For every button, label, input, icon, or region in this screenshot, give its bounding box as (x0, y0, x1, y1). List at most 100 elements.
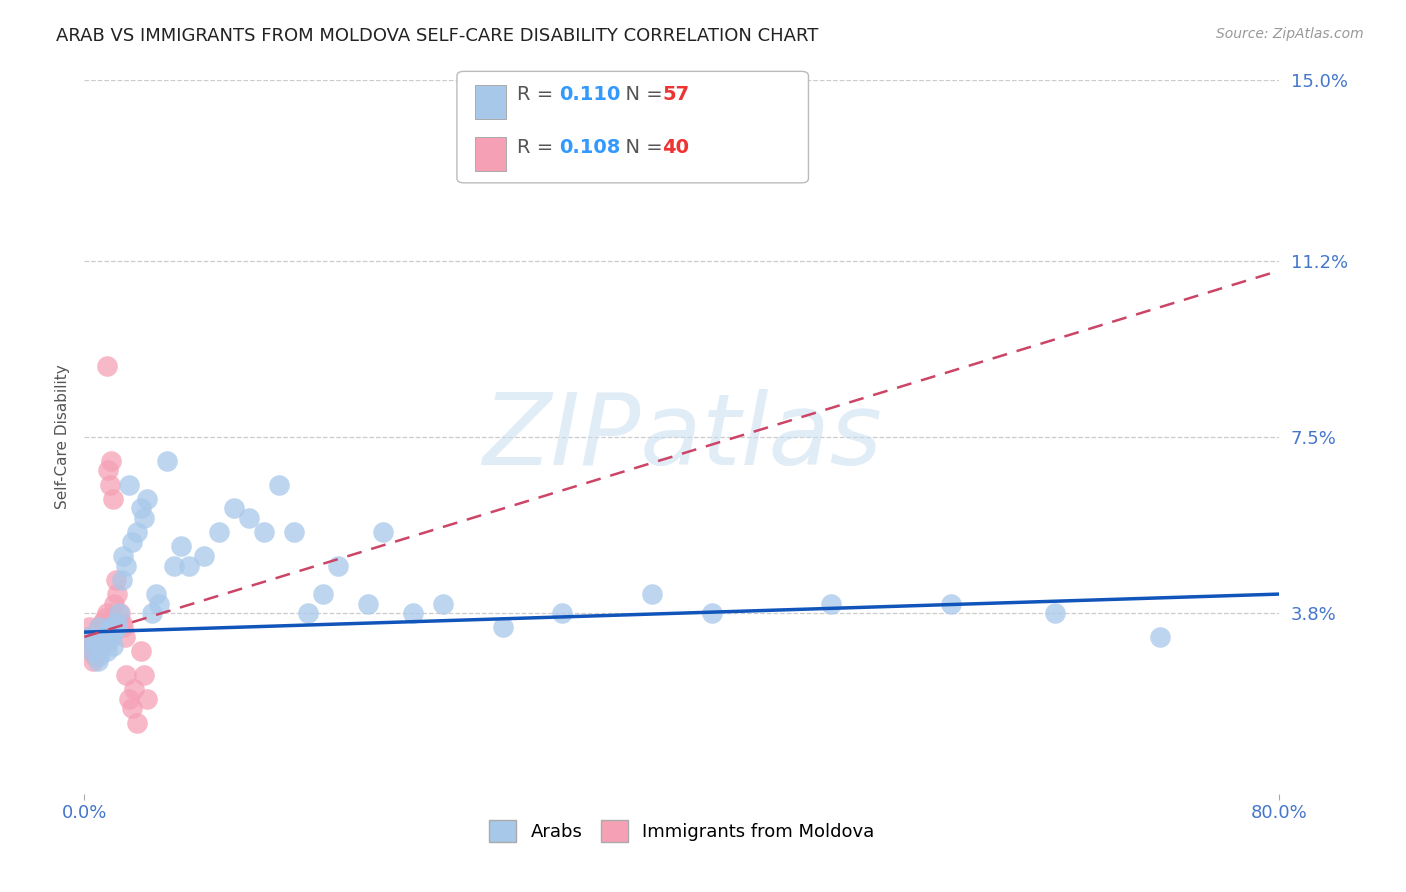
Point (93, 625, 115, 640)
Point (1149, 630, 1171, 644)
Point (402, 606, 425, 620)
Point (641, 587, 664, 601)
Point (136, 691, 159, 706)
Point (103, 597, 125, 611)
Text: R =: R = (517, 86, 560, 104)
Point (100, 454, 122, 468)
Point (118, 691, 141, 706)
Point (104, 573, 127, 587)
Point (700, 606, 723, 620)
Point (80, 630, 103, 644)
Y-axis label: Self-Care Disability: Self-Care Disability (55, 365, 70, 509)
Point (141, 606, 163, 620)
Point (297, 606, 319, 620)
Point (122, 682, 145, 697)
Point (111, 615, 134, 630)
Point (96, 625, 118, 640)
Point (79, 634, 101, 648)
Point (86, 644, 108, 658)
Point (103, 625, 125, 640)
Point (357, 597, 380, 611)
Point (97, 634, 120, 648)
Point (129, 644, 152, 658)
Point (97, 463, 120, 477)
Point (208, 525, 231, 540)
Point (105, 587, 128, 601)
Point (104, 615, 127, 630)
Text: Source: ZipAtlas.com: Source: ZipAtlas.com (1216, 27, 1364, 41)
Point (432, 597, 454, 611)
Point (373, 525, 395, 540)
Point (89, 620, 111, 634)
Point (111, 573, 134, 587)
Point (101, 491, 124, 506)
Point (100, 630, 122, 644)
Point (89, 634, 111, 648)
Point (328, 558, 350, 573)
Point (551, 606, 574, 620)
Point (163, 558, 186, 573)
Point (96, 359, 118, 373)
Point (76, 630, 98, 644)
Point (83, 648, 105, 663)
Point (132, 511, 156, 525)
Point (148, 597, 170, 611)
Point (96, 606, 118, 620)
Point (98, 620, 121, 634)
Point (312, 587, 335, 601)
Point (155, 454, 177, 468)
Point (112, 549, 135, 563)
Point (101, 640, 124, 654)
Point (118, 477, 141, 491)
Point (82, 654, 104, 668)
Point (238, 511, 260, 525)
Point (145, 587, 167, 601)
Text: ZIPatlas: ZIPatlas (482, 389, 882, 485)
Point (98, 477, 121, 491)
Text: 40: 40 (662, 138, 689, 157)
Text: 0.108: 0.108 (560, 138, 621, 157)
Text: 57: 57 (662, 86, 689, 104)
Point (107, 606, 129, 620)
Point (125, 525, 148, 540)
Point (115, 668, 138, 682)
Point (83, 634, 105, 648)
Point (110, 606, 132, 620)
Point (267, 477, 290, 491)
Point (136, 491, 159, 506)
Point (94, 611, 117, 625)
Point (77, 630, 100, 644)
Point (132, 668, 156, 682)
Point (80, 644, 103, 658)
Point (89, 648, 111, 663)
Point (89, 620, 111, 634)
Point (77, 620, 100, 634)
Point (222, 501, 245, 516)
Point (129, 501, 152, 516)
Point (193, 549, 215, 563)
Point (86, 634, 108, 648)
Text: R =: R = (517, 138, 560, 157)
Point (91, 615, 114, 630)
Point (87, 640, 110, 654)
Text: 0.110: 0.110 (560, 86, 621, 104)
Point (87, 654, 110, 668)
Point (82, 640, 104, 654)
Point (83, 640, 105, 654)
Point (121, 701, 143, 715)
Text: ARAB VS IMMIGRANTS FROM MOLDOVA SELF-CARE DISABILITY CORRELATION CHART: ARAB VS IMMIGRANTS FROM MOLDOVA SELF-CAR… (56, 27, 818, 45)
Point (492, 620, 515, 634)
Point (283, 525, 305, 540)
Legend: Arabs, Immigrants from Moldova: Arabs, Immigrants from Moldova (482, 813, 882, 849)
Point (80, 644, 103, 658)
Point (96, 644, 118, 658)
Point (125, 715, 148, 730)
Point (1045, 606, 1067, 620)
Point (112, 620, 135, 634)
Point (90, 630, 112, 644)
Point (177, 558, 200, 573)
Point (121, 534, 143, 549)
Point (86, 630, 108, 644)
Point (939, 597, 962, 611)
Point (820, 597, 842, 611)
